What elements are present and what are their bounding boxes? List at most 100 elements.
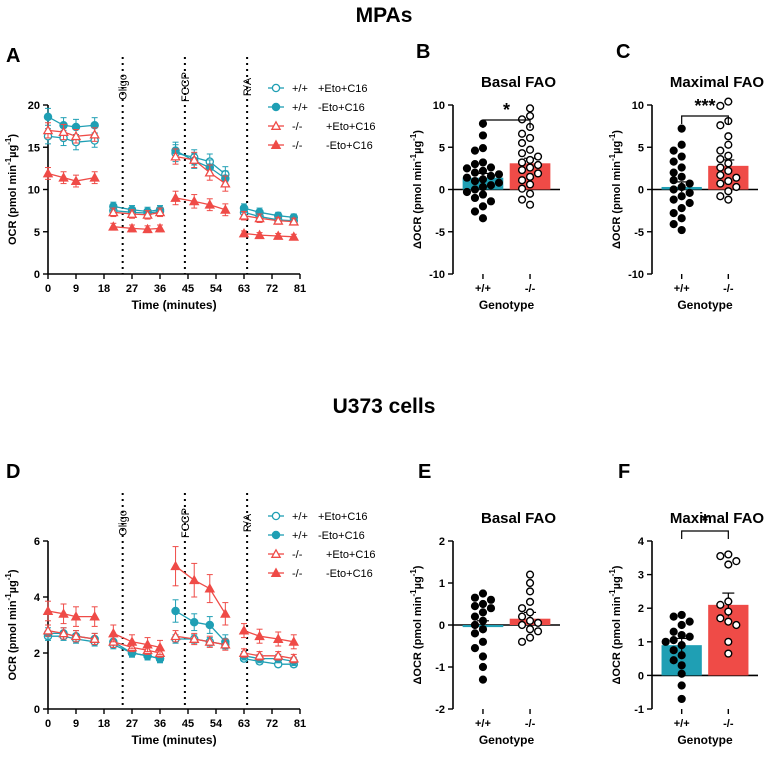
- data-point: [478, 143, 488, 153]
- data-point: [525, 189, 535, 198]
- legend-treatment: -Eto+C16: [318, 102, 365, 114]
- marker-circle: [205, 620, 215, 630]
- injection-label: R/A: [242, 513, 254, 532]
- marker-triangle: [42, 124, 54, 135]
- label-part: µg: [412, 576, 424, 589]
- data-point: [478, 616, 488, 625]
- marker-triangle: [272, 215, 284, 225]
- group-0: +/+: [661, 124, 702, 295]
- y-tick-label: 0: [34, 704, 40, 716]
- line-chart-d: 0 2 4 6 0 9 18 27 36 45 54 63 72 81 Time (minutes) OCR …: [4, 493, 376, 747]
- marker-triangle: [288, 653, 300, 663]
- y-tick-label: 4: [34, 592, 41, 604]
- data-point: [716, 121, 725, 130]
- legend-treatment: -Eto+C16: [326, 140, 373, 152]
- data-point: [470, 629, 480, 638]
- data-point: [724, 132, 733, 141]
- x-axis-label: Genotype: [479, 298, 535, 312]
- data-point: [478, 166, 488, 176]
- data-point: [533, 160, 543, 170]
- panel-letter-e: E: [418, 461, 431, 483]
- legend-entry: +/+ +Eto+C16: [268, 511, 368, 523]
- data-point: [478, 175, 488, 184]
- data-point: [517, 604, 527, 613]
- marker-triangle: [170, 151, 181, 161]
- series-line: [47, 116, 95, 128]
- data-point: [661, 637, 670, 646]
- data-point: [525, 597, 535, 607]
- data-point: [724, 151, 733, 160]
- significance-stars: ***: [694, 96, 715, 116]
- marker-triangle: [108, 206, 119, 217]
- data-point: [677, 172, 686, 181]
- significance-bracket: [681, 530, 729, 539]
- data-point: [669, 612, 678, 621]
- superscript: -1: [409, 589, 418, 597]
- series-line: [47, 610, 95, 618]
- data-point: [677, 661, 686, 670]
- data-point: [486, 171, 496, 181]
- data-point: [462, 187, 472, 197]
- y-axis-label: OCR (pmol min-1µg-1): [4, 134, 19, 245]
- label-part: µg: [412, 141, 424, 154]
- marker-triangle: [154, 222, 166, 233]
- marker-triangle: [220, 608, 231, 618]
- x-axis-label: Genotype: [677, 298, 733, 312]
- data-point: [669, 185, 678, 194]
- marker-triangle: [254, 229, 265, 240]
- legend-genotype: -/-: [292, 549, 303, 561]
- data-point: [470, 620, 480, 630]
- chart-title: Basal FAO: [481, 74, 556, 91]
- data-point: [478, 158, 488, 167]
- marker-triangle: [272, 230, 284, 240]
- data-point: [677, 192, 686, 201]
- x-tick-label: 0: [45, 718, 51, 730]
- superscript: -1: [608, 133, 617, 141]
- data-point: [716, 163, 725, 172]
- superscript: -1: [4, 137, 13, 145]
- series-line: [112, 641, 161, 660]
- data-point: [517, 612, 527, 621]
- superscript: -1: [4, 573, 13, 581]
- group-0: +/+: [661, 610, 702, 730]
- data-point: [478, 202, 488, 211]
- data-point: [533, 152, 543, 161]
- y-tick-label: 3: [638, 570, 644, 582]
- data-point: [486, 595, 496, 604]
- superscript: -1: [4, 593, 13, 601]
- data-point: [478, 652, 488, 661]
- series-line: [175, 635, 226, 646]
- marker-triangle: [238, 210, 250, 220]
- data-point: [517, 184, 527, 193]
- data-point: [470, 185, 480, 194]
- marker-triangle: [188, 574, 200, 585]
- series-line: [175, 155, 226, 185]
- data-point: [732, 173, 741, 182]
- data-point: [517, 195, 527, 204]
- data-point: [716, 101, 725, 110]
- data-point: [478, 131, 488, 140]
- x-tick-label: 18: [98, 718, 110, 730]
- legend-entry: +/+ -Eto+C16: [268, 102, 365, 114]
- series-line: [243, 657, 294, 665]
- marker-triangle: [288, 216, 300, 226]
- data-point: [470, 612, 480, 621]
- injection-label: FCCP: [180, 72, 192, 102]
- data-point: [724, 637, 733, 646]
- data-point: [716, 614, 725, 623]
- series-line: [243, 652, 294, 660]
- series-1: [43, 107, 299, 222]
- data-point: [716, 192, 725, 201]
- marker-triangle: [238, 227, 250, 238]
- y-tick-label: 10: [632, 100, 644, 112]
- data-point: [724, 140, 733, 149]
- data-point: [470, 207, 480, 216]
- series-2: [42, 122, 300, 226]
- series-line: [175, 150, 226, 180]
- data-point: [724, 617, 733, 626]
- y-axis-label: ΔOCR (pmol min-1µg-1): [608, 565, 623, 684]
- data-point: [517, 158, 527, 167]
- marker-triangle: [272, 633, 284, 643]
- data-point: [677, 140, 686, 149]
- y-axis-label: ΔOCR (pmol min-1µg-1): [608, 130, 623, 249]
